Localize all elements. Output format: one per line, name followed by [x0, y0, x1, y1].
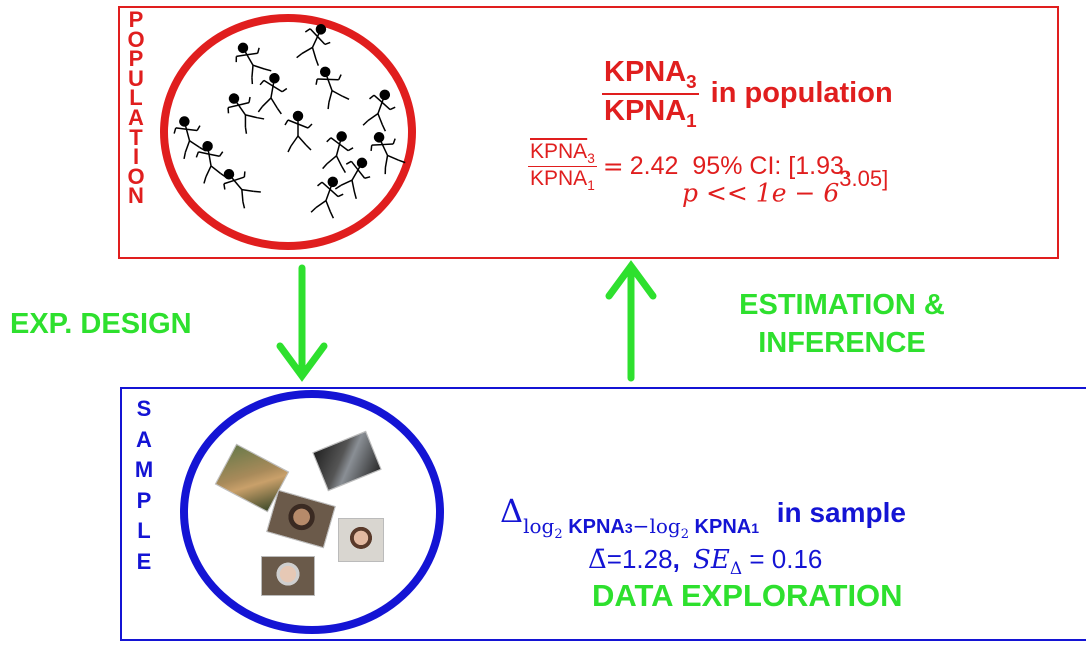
- population-box: [118, 6, 1059, 259]
- mean-value: =1.28: [606, 544, 673, 574]
- p-value: p << 1e − 63.05]: [682, 166, 889, 208]
- sample-ellipse: [180, 390, 444, 634]
- data-exploration-label: DATA EXPLORATION: [592, 578, 903, 613]
- stick-figures-group: [173, 24, 406, 219]
- population-estimate: KPNA3 KPNA1 = 2.42 95% CI: [1.93,: [528, 140, 851, 194]
- population-ellipse: [160, 14, 416, 250]
- population-title: KPNA3 KPNA1 in population: [602, 56, 893, 132]
- letter: N: [128, 183, 144, 209]
- sample-photo: [338, 518, 384, 562]
- sample-stats: Δ̄=1.28, SEΔ = 0.16: [588, 544, 823, 580]
- confidence-interval: 95% CI: [1.93,: [692, 152, 851, 181]
- letter: L: [129, 85, 143, 111]
- letter: P: [128, 7, 144, 32]
- estimation-inference-label: ESTIMATION & INFERENCE: [739, 289, 945, 359]
- stick-figure-icon: [334, 157, 371, 200]
- letter: M: [134, 457, 154, 482]
- stick-figure-icon: [315, 66, 350, 110]
- stick-figure-icon: [310, 176, 344, 219]
- stick-figure-icon: [173, 116, 207, 159]
- up-arrow-icon: [605, 260, 657, 382]
- sample-title: Δlog2 KPNA3−log2 KPNA1 in sample: [500, 492, 906, 542]
- letter: A: [136, 426, 152, 452]
- stick-figure-icon: [284, 110, 313, 153]
- sample-photo: [261, 556, 315, 596]
- stick-figure-icon: [257, 72, 288, 115]
- ratio-fraction: KPNA3 KPNA1: [602, 56, 699, 131]
- letter: P: [136, 487, 152, 513]
- stick-figure-icon: [362, 89, 396, 132]
- letter: O: [127, 163, 145, 189]
- letter: E: [136, 548, 152, 574]
- stick-figure-icon: [322, 131, 354, 174]
- stick-figure-icon: [223, 169, 261, 209]
- sample-box: [120, 387, 1086, 641]
- se-value: = 0.16: [749, 544, 823, 574]
- population-vertical-label: P O P U L A T I O N: [122, 7, 150, 209]
- population-title-suffix: in population: [710, 77, 893, 110]
- down-arrow-icon: [276, 264, 328, 382]
- letter: S: [136, 396, 152, 421]
- exp-design-label: EXP. DESIGN: [10, 308, 192, 340]
- stick-figure-icon: [235, 42, 272, 85]
- estimate-value: 2.42: [629, 152, 679, 181]
- sample-title-suffix: in sample: [776, 497, 906, 528]
- stick-figure-icon: [195, 140, 227, 184]
- letter: T: [129, 124, 143, 150]
- estimated-ratio-fraction: KPNA3 KPNA1: [528, 140, 597, 194]
- letter: A: [128, 104, 144, 130]
- sample-vertical-label: S A M P L E: [130, 394, 158, 577]
- letter: L: [137, 518, 151, 543]
- stick-figure-icon: [370, 132, 406, 175]
- stick-figure-icon: [227, 93, 265, 134]
- letter: P: [128, 46, 144, 72]
- stick-figure-icon: [296, 24, 331, 66]
- letter: U: [128, 65, 144, 91]
- letter: I: [132, 144, 140, 170]
- letter: O: [127, 26, 145, 52]
